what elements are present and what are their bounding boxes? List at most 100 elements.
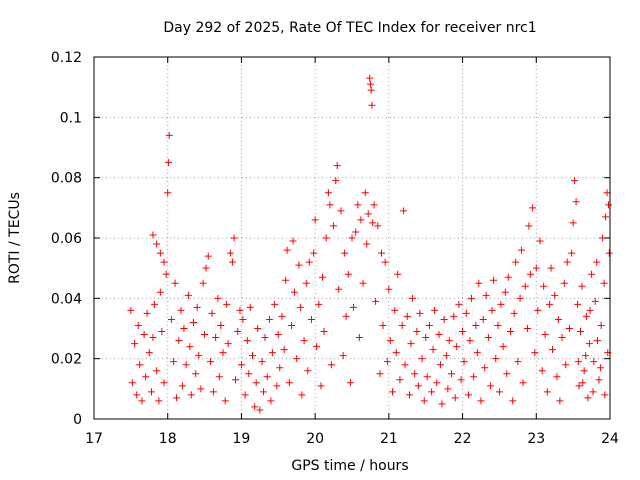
data-point bbox=[372, 297, 380, 305]
data-point bbox=[506, 328, 514, 336]
data-point bbox=[588, 270, 596, 278]
data-point bbox=[326, 201, 334, 209]
data-point bbox=[333, 162, 341, 170]
data-point bbox=[160, 379, 168, 387]
data-point bbox=[605, 249, 613, 257]
data-point bbox=[453, 343, 461, 351]
data-point bbox=[315, 300, 323, 308]
data-point bbox=[580, 367, 588, 375]
data-point bbox=[348, 234, 356, 242]
data-point bbox=[133, 391, 141, 399]
data-point bbox=[237, 361, 245, 369]
data-point bbox=[396, 376, 404, 384]
y-tick-label: 0 bbox=[73, 412, 82, 428]
data-point bbox=[574, 358, 582, 366]
data-point bbox=[600, 279, 608, 287]
data-point bbox=[565, 325, 573, 332]
y-tick-label: 0.1 bbox=[60, 110, 82, 126]
data-point bbox=[589, 388, 597, 396]
data-point bbox=[538, 367, 546, 375]
data-point bbox=[212, 334, 220, 342]
data-point bbox=[268, 349, 276, 357]
data-point bbox=[155, 397, 163, 405]
data-point bbox=[411, 370, 419, 378]
data-point bbox=[376, 370, 384, 378]
data-point bbox=[300, 337, 308, 345]
data-point bbox=[525, 222, 533, 230]
data-point bbox=[182, 361, 190, 369]
data-point bbox=[374, 222, 382, 230]
data-point bbox=[236, 306, 244, 314]
data-point bbox=[601, 391, 609, 399]
data-point bbox=[577, 328, 585, 336]
data-point bbox=[184, 291, 192, 299]
data-point bbox=[492, 355, 500, 363]
data-point bbox=[433, 379, 441, 387]
data-point bbox=[379, 321, 387, 329]
x-tick-label: 18 bbox=[159, 431, 177, 447]
data-point bbox=[158, 328, 166, 336]
data-point bbox=[435, 331, 443, 339]
data-point bbox=[327, 361, 335, 369]
data-point bbox=[516, 294, 524, 302]
data-point bbox=[267, 397, 275, 405]
data-point bbox=[164, 189, 172, 197]
data-point bbox=[243, 337, 251, 345]
data-point bbox=[364, 210, 372, 218]
data-point bbox=[156, 288, 164, 296]
data-point bbox=[256, 406, 264, 414]
data-point bbox=[501, 288, 509, 296]
data-point bbox=[229, 258, 237, 266]
x-axis-ticks: 17 18 19 20 21 22 23 24 bbox=[85, 57, 619, 447]
data-point bbox=[349, 303, 357, 311]
data-point bbox=[245, 370, 253, 378]
data-point bbox=[209, 388, 217, 396]
data-point bbox=[180, 325, 188, 332]
data-point bbox=[320, 328, 328, 336]
data-point bbox=[602, 213, 610, 221]
data-point bbox=[494, 321, 502, 329]
data-point bbox=[429, 346, 437, 354]
data-point bbox=[230, 234, 238, 242]
data-point bbox=[578, 282, 586, 290]
data-point bbox=[605, 201, 613, 209]
data-point bbox=[391, 306, 399, 314]
data-point bbox=[128, 379, 136, 387]
data-point bbox=[540, 282, 548, 290]
data-point bbox=[368, 101, 376, 109]
data-point bbox=[472, 321, 480, 329]
data-point bbox=[470, 373, 478, 381]
data-point bbox=[381, 258, 389, 266]
data-point bbox=[377, 249, 385, 257]
data-point bbox=[258, 358, 266, 366]
data-point bbox=[546, 300, 554, 308]
data-point bbox=[487, 382, 495, 390]
data-point bbox=[531, 349, 539, 357]
data-point bbox=[162, 270, 170, 278]
data-point bbox=[554, 315, 562, 323]
data-point bbox=[497, 300, 505, 308]
data-point bbox=[177, 306, 185, 314]
data-point bbox=[484, 334, 492, 342]
data-point bbox=[394, 270, 402, 278]
data-point bbox=[153, 240, 161, 248]
data-point bbox=[271, 300, 279, 308]
grid-lines bbox=[94, 57, 610, 419]
data-point bbox=[143, 309, 151, 317]
data-point bbox=[344, 270, 352, 278]
data-point bbox=[455, 300, 463, 308]
data-point bbox=[534, 306, 542, 314]
data-point bbox=[226, 249, 234, 257]
data-point bbox=[361, 189, 369, 197]
data-point bbox=[304, 367, 312, 375]
data-point bbox=[195, 352, 203, 360]
data-point bbox=[403, 312, 411, 320]
data-point bbox=[445, 337, 453, 345]
data-point bbox=[310, 249, 318, 257]
data-point bbox=[214, 294, 222, 302]
data-point bbox=[149, 334, 157, 342]
data-point bbox=[418, 355, 426, 363]
data-point bbox=[359, 279, 367, 287]
data-point bbox=[288, 321, 296, 329]
data-point bbox=[313, 343, 321, 351]
